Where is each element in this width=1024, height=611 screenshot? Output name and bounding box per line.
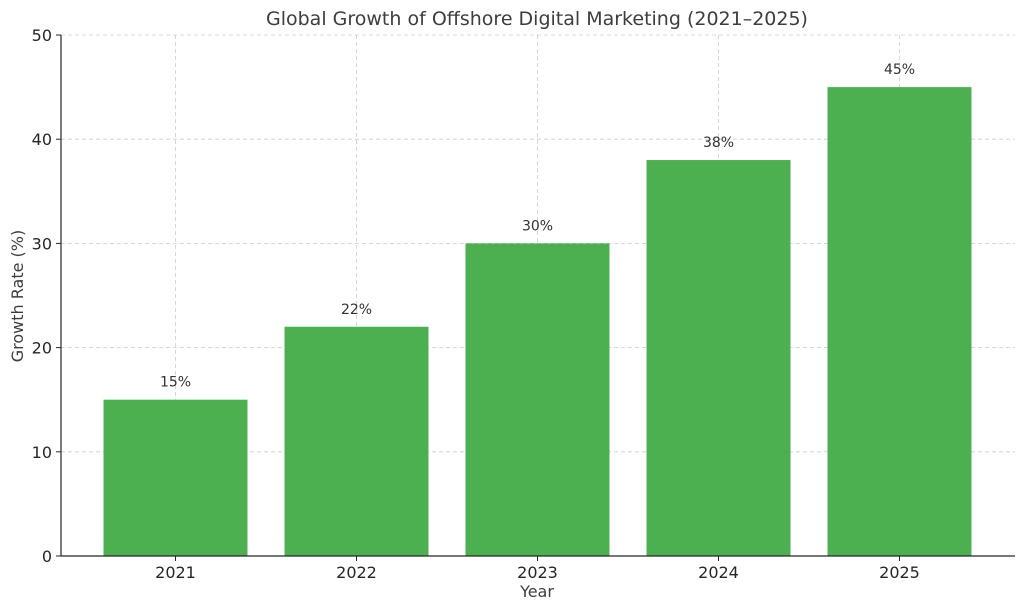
y-tick-label: 40 (32, 130, 52, 149)
bars (103, 87, 972, 557)
data-labels: 15% 22% 30% 38% 45% (160, 62, 915, 391)
x-tick-label: 2022 (336, 563, 377, 582)
bar (646, 160, 791, 557)
bar-data-label: 15% (160, 375, 191, 391)
y-tick-label: 10 (32, 443, 52, 462)
bar-data-label: 38% (703, 135, 734, 151)
x-tick-label: 2025 (879, 563, 920, 582)
chart-title: Global Growth of Offshore Digital Market… (266, 8, 808, 30)
y-tick-label: 30 (32, 234, 52, 253)
x-tick-label: 2023 (517, 563, 558, 582)
bar (103, 399, 248, 556)
bar (827, 87, 972, 556)
bar-data-label: 45% (884, 62, 915, 78)
x-tick-label: 2024 (698, 563, 739, 582)
y-tick-label: 20 (32, 339, 52, 358)
y-axis-label: Growth Rate (%) (8, 230, 27, 362)
ticks: 0 10 20 30 40 50 2021 2022 2023 2024 2025 (32, 26, 920, 582)
bar (465, 243, 610, 556)
y-tick-label: 0 (42, 547, 52, 566)
x-tick-label: 2021 (155, 563, 196, 582)
y-tick-label: 50 (32, 26, 52, 45)
bar-data-label: 22% (341, 302, 372, 318)
x-axis-label: Year (519, 582, 554, 601)
bar (284, 326, 429, 556)
bar-data-label: 30% (522, 218, 553, 234)
